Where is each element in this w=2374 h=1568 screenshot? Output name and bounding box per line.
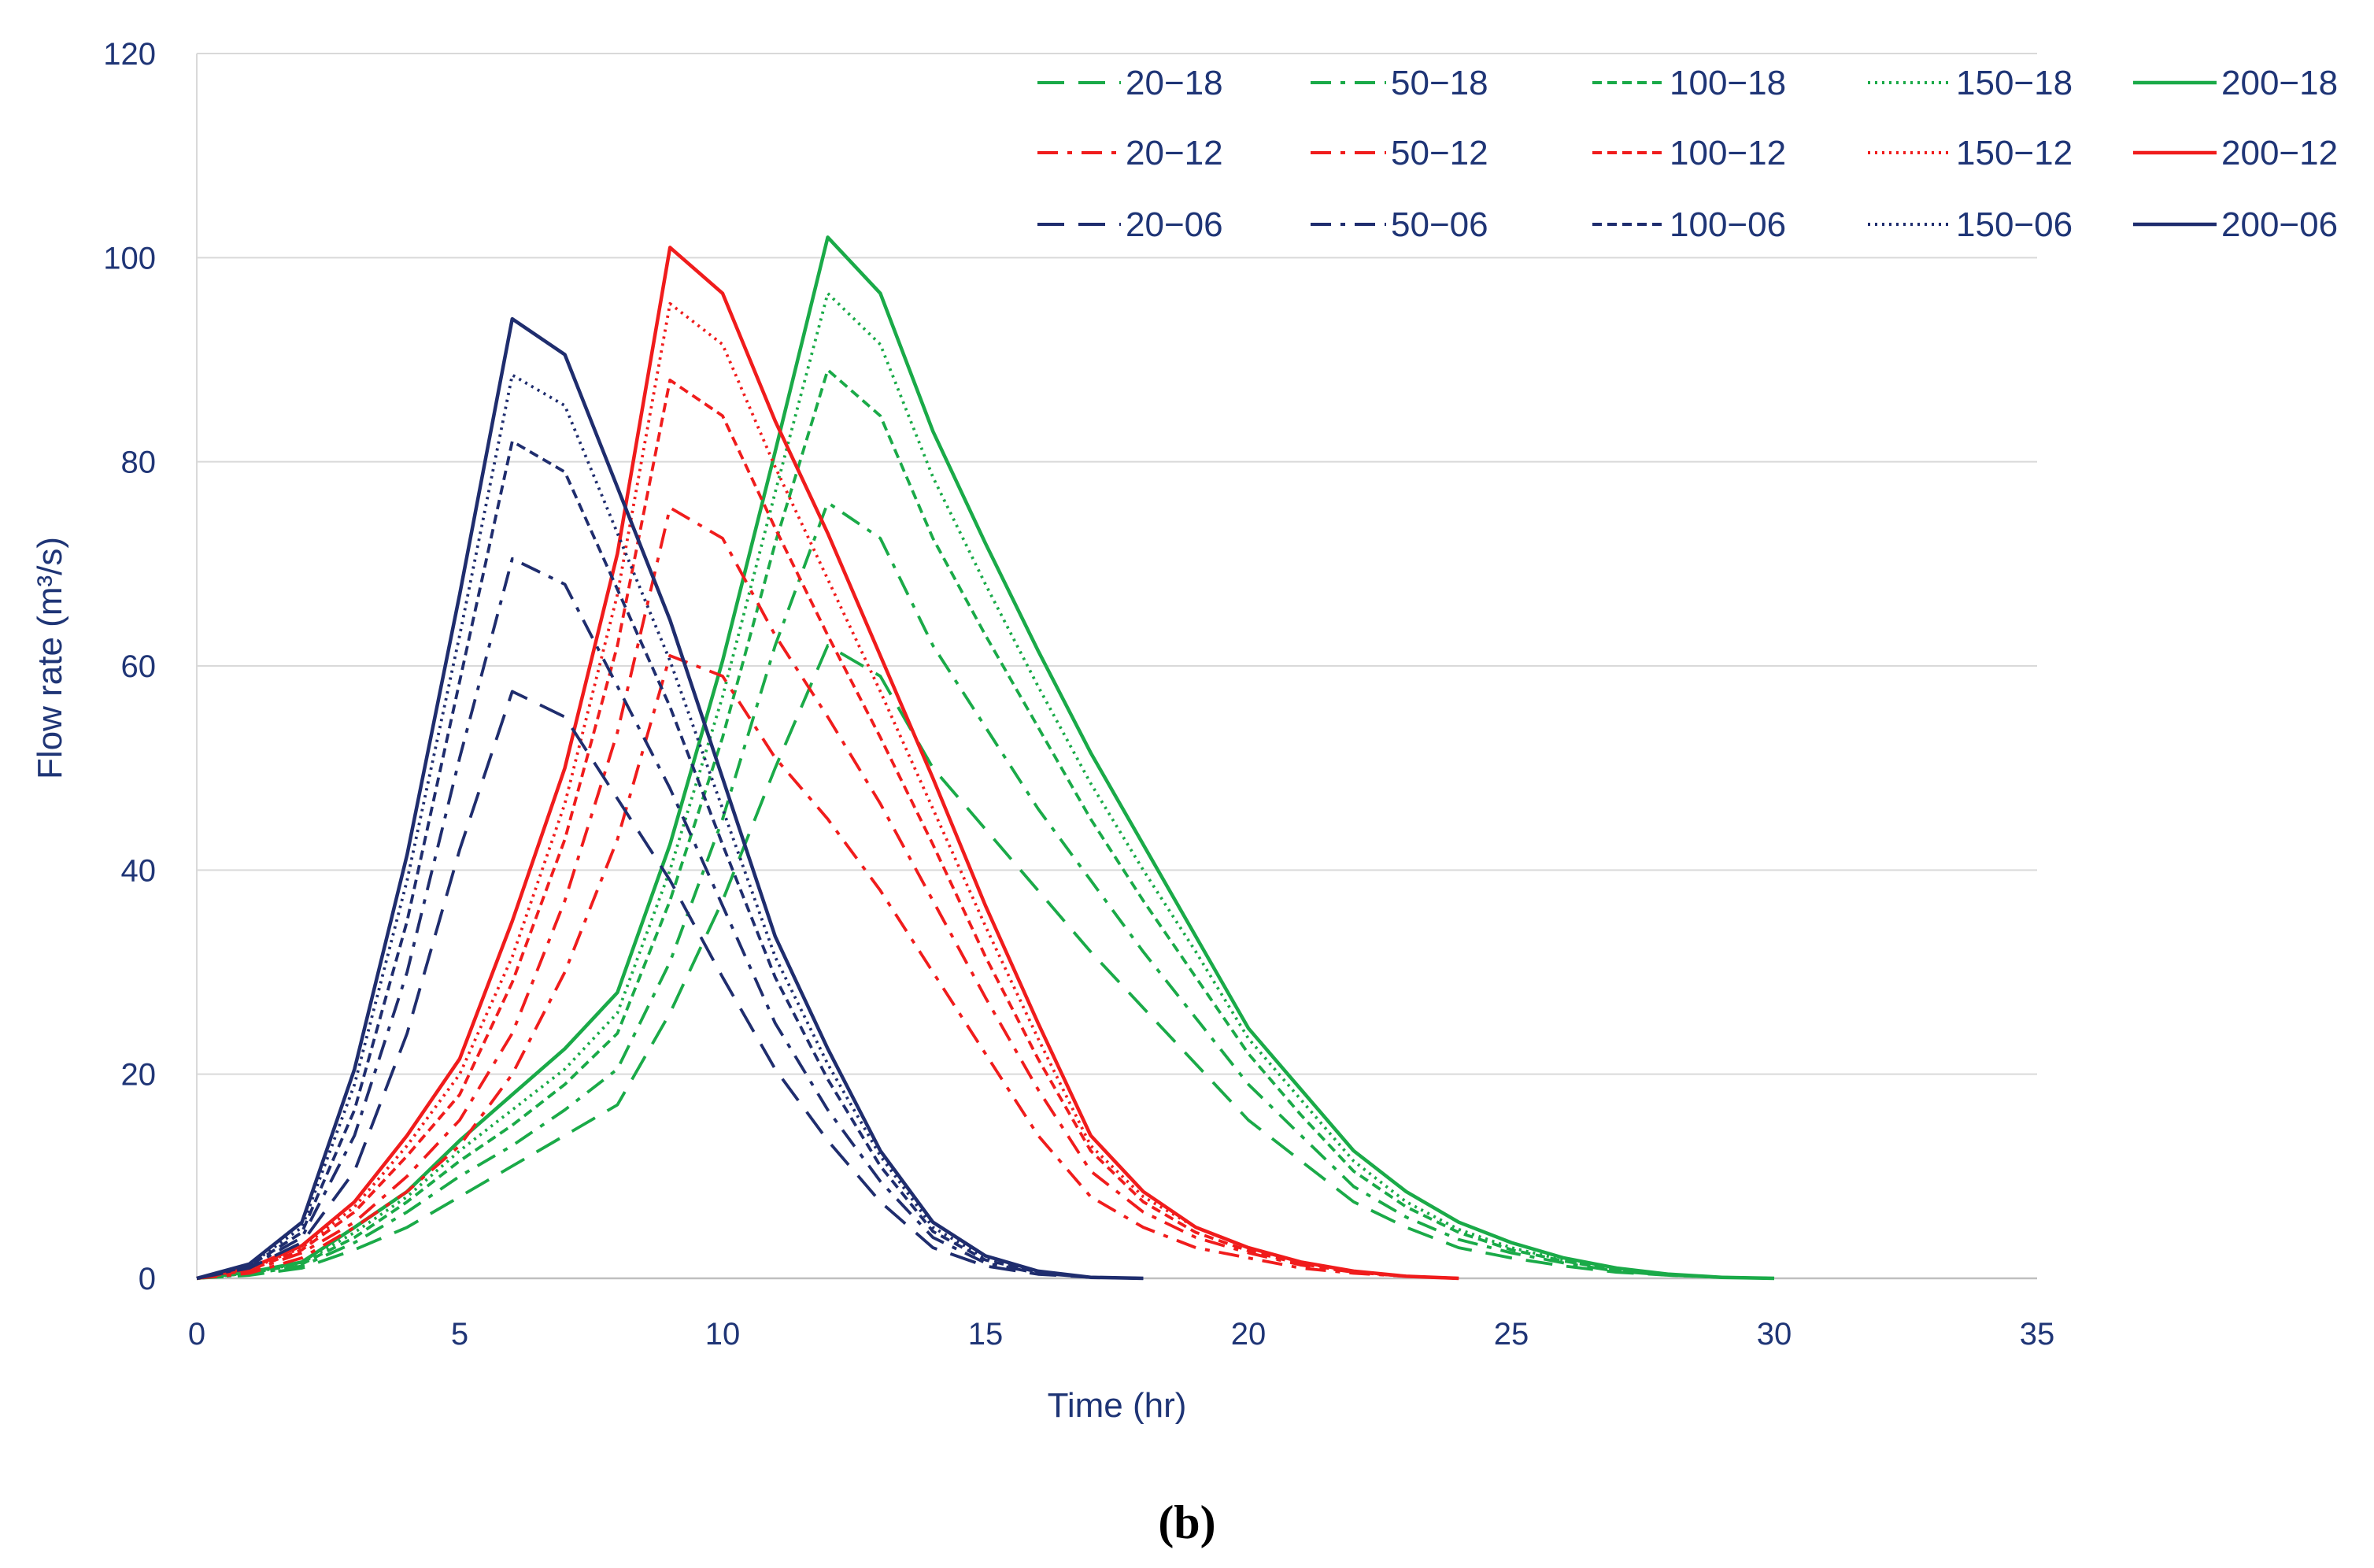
legend-label: 200−18 bbox=[2221, 64, 2338, 102]
y-tick-label: 120 bbox=[103, 37, 156, 72]
y-tick-label: 100 bbox=[103, 241, 156, 276]
y-tick-label: 0 bbox=[139, 1262, 156, 1296]
series-line-200-12 bbox=[196, 246, 1459, 1281]
legend-label: 50−12 bbox=[1391, 134, 1488, 172]
x-axis-label: Time (hr) bbox=[1048, 1386, 1187, 1425]
y-tick-label: 60 bbox=[121, 649, 157, 684]
legend-label: 20−06 bbox=[1126, 205, 1223, 244]
legend-label: 50−18 bbox=[1391, 64, 1488, 102]
legend-label: 20−18 bbox=[1126, 64, 1223, 102]
panel-label-text: (b) bbox=[1158, 1496, 1216, 1548]
x-tick-label: 25 bbox=[1494, 1317, 1529, 1352]
legend-label: 100−18 bbox=[1670, 64, 1786, 102]
legend: 20−18 50−18 100−18 150−18 200−18 20−12 50−12 10… bbox=[1037, 64, 2338, 244]
tick-labels: 0 20 40 60 80 100 120 0 5 10 15 20 25 30 35 bbox=[103, 37, 2054, 1352]
legend-label: 100−06 bbox=[1670, 205, 1786, 244]
legend-label: 50−06 bbox=[1391, 205, 1488, 244]
series-line-200-06 bbox=[196, 316, 1144, 1281]
y-axis-label: Flow rate (m³/s) bbox=[31, 537, 69, 779]
gridlines bbox=[197, 53, 2037, 1075]
x-tick-label: 15 bbox=[968, 1317, 1004, 1352]
y-tick-label: 80 bbox=[121, 446, 157, 480]
series-line-50-18 bbox=[196, 501, 1775, 1280]
panel-label: (b) bbox=[0, 1496, 2374, 1550]
legend-label: 150−12 bbox=[1956, 134, 2073, 172]
y-tick-label: 20 bbox=[121, 1058, 157, 1093]
series-line-150-06 bbox=[196, 373, 1144, 1280]
legend-label: 150−06 bbox=[1956, 205, 2073, 244]
series-lines bbox=[196, 235, 1775, 1281]
series-line-100-18 bbox=[196, 368, 1775, 1280]
legend-label: 150−18 bbox=[1956, 64, 2073, 102]
legend-label: 200−06 bbox=[2221, 205, 2338, 244]
series-line-20-12 bbox=[196, 654, 1459, 1280]
series-line-20-18 bbox=[196, 644, 1775, 1280]
x-tick-label: 35 bbox=[2020, 1317, 2055, 1352]
series-line-150-18 bbox=[196, 291, 1775, 1280]
series-line-200-18 bbox=[196, 235, 1775, 1281]
series-line-50-06 bbox=[196, 557, 1144, 1280]
legend-label: 200−12 bbox=[2221, 134, 2338, 172]
x-tick-label: 20 bbox=[1231, 1317, 1267, 1352]
series-line-150-12 bbox=[196, 301, 1459, 1280]
x-tick-label: 0 bbox=[188, 1317, 205, 1352]
y-tick-label: 40 bbox=[121, 853, 157, 888]
x-tick-label: 30 bbox=[1757, 1317, 1792, 1352]
series-line-100-12 bbox=[196, 378, 1459, 1280]
legend-label: 20−12 bbox=[1126, 134, 1223, 172]
x-tick-label: 10 bbox=[705, 1317, 741, 1352]
series-line-20-06 bbox=[196, 690, 1144, 1280]
legend-label: 100−12 bbox=[1670, 134, 1786, 172]
series-line-50-12 bbox=[196, 506, 1459, 1280]
x-tick-label: 5 bbox=[451, 1317, 468, 1352]
series-line-100-06 bbox=[196, 439, 1144, 1280]
